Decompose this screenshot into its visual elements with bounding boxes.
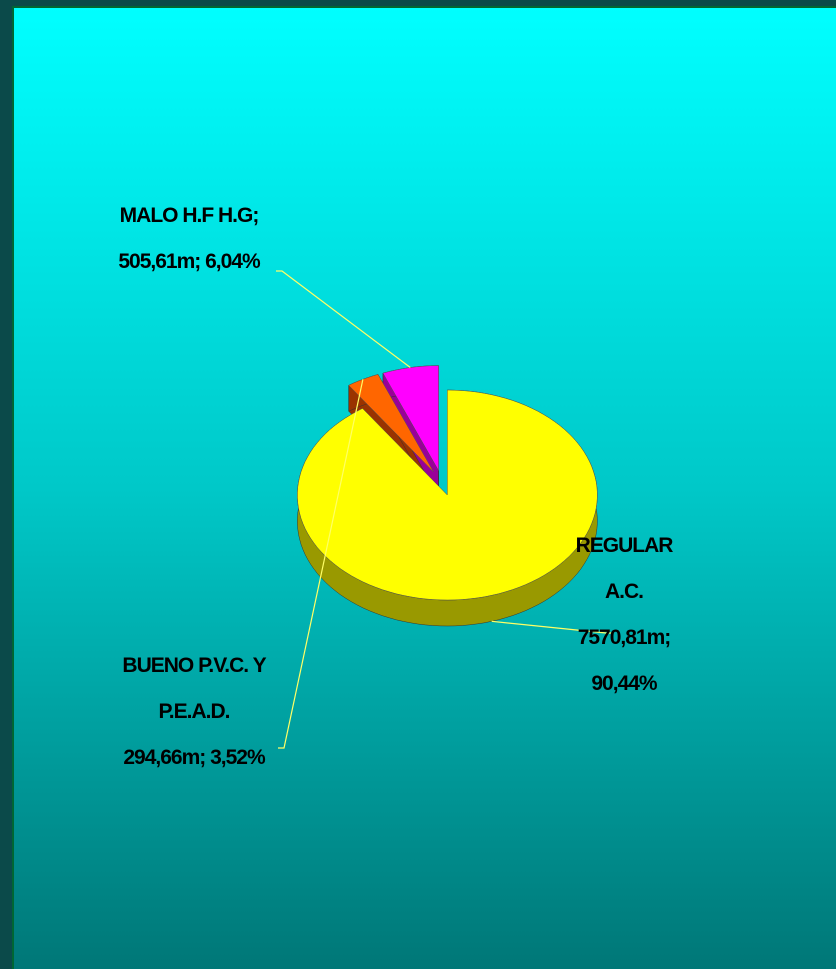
data-label: MALO H.F H.G; 505,61m; 6,04% [118,204,260,273]
data-label: REGULAR A.C. 7570,81m; 90,44% [575,534,674,695]
data-label: BUENO P.V.C. Y P.E.A.D. 294,66m; 3,52% [122,654,266,769]
leader-line [491,620,612,634]
plot-area: REGULAR A.C. 7570,81m; 90,44% BUENO P.V.C… [12,6,836,969]
slice [297,389,598,601]
leader-line [278,379,364,749]
chart [276,270,612,749]
leader-line [276,270,411,368]
